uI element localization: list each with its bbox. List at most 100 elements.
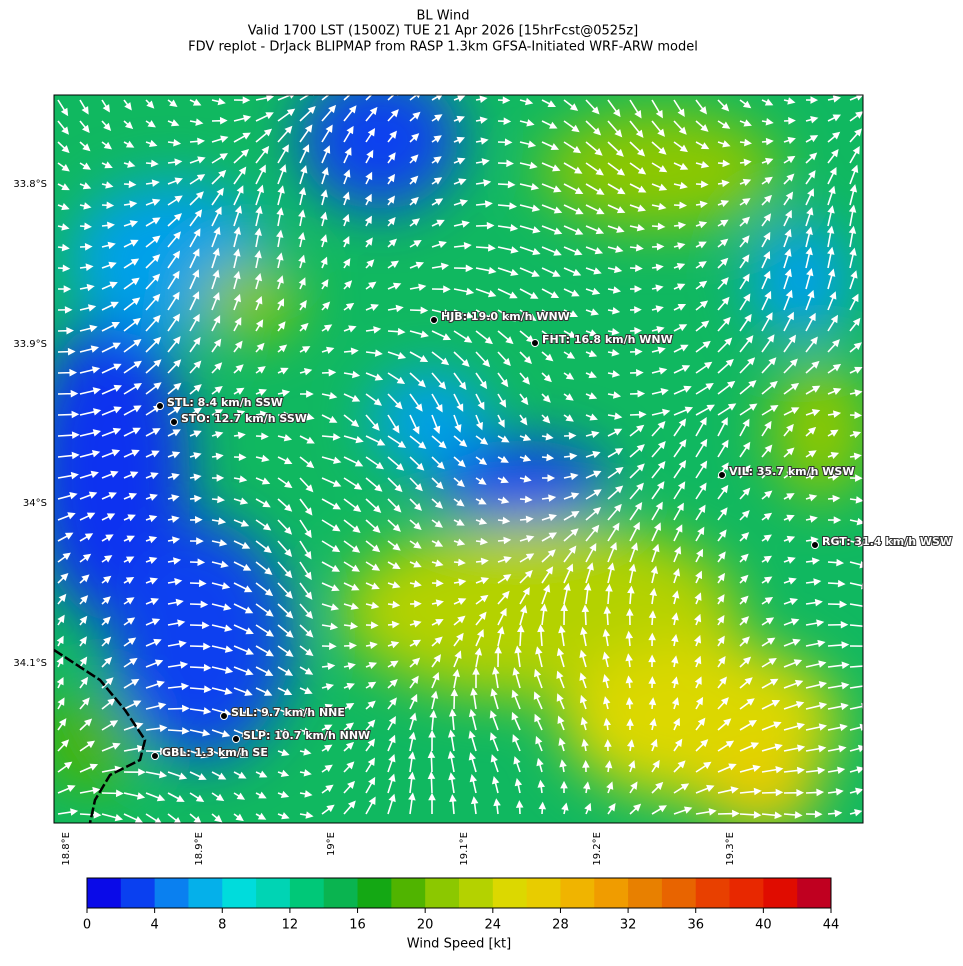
colorbar-swatch — [661, 878, 697, 908]
wind-arrow — [123, 722, 144, 731]
wind-arrow — [497, 309, 516, 322]
wind-arrow — [211, 624, 233, 632]
wind-arrow — [255, 687, 273, 696]
wind-arrow — [189, 174, 206, 185]
wind-arrow — [233, 603, 254, 614]
wind-arrow — [475, 393, 485, 411]
wind-arrow — [453, 309, 474, 319]
wind-arrow — [298, 254, 306, 269]
wind-arrow — [475, 137, 489, 145]
wind-arrow — [563, 351, 576, 359]
wind-arrow — [343, 169, 351, 185]
wind-arrow — [468, 752, 477, 773]
wind-arrow — [739, 99, 752, 109]
wind-arrow — [739, 574, 749, 584]
wind-arrow — [387, 477, 403, 493]
colorbar-tick-label: 12 — [282, 918, 299, 933]
wind-arrow — [519, 553, 535, 563]
wind-arrow — [541, 566, 554, 584]
wind-arrow — [189, 384, 202, 395]
wind-arrow — [563, 472, 579, 481]
wind-arrow — [189, 621, 210, 630]
wind-arrow — [849, 474, 863, 482]
colorbar-swatch — [763, 878, 798, 908]
wind-arrow — [628, 563, 637, 584]
wind-arrow — [233, 340, 243, 353]
wind-arrow — [695, 808, 717, 816]
wind-arrow — [761, 250, 771, 269]
wind-arrow — [453, 157, 466, 165]
station-dot — [718, 471, 726, 479]
wind-arrow — [387, 95, 399, 101]
wind-arrow — [233, 205, 242, 227]
wind-arrow — [475, 116, 488, 124]
wind-arrow — [167, 515, 180, 523]
wind-arrow — [211, 813, 223, 823]
wind-arrow — [648, 654, 656, 668]
wind-arrow — [805, 170, 816, 185]
wind-arrow — [453, 650, 462, 668]
wind-arrow — [79, 120, 90, 133]
wind-arrow — [101, 141, 113, 150]
wind-arrow — [299, 790, 313, 798]
wind-arrow — [607, 245, 624, 253]
wind-arrow — [512, 667, 521, 689]
station-label: RGT: 31.4 km/h WSW — [822, 535, 952, 548]
wind-arrow — [827, 702, 849, 711]
wind-arrow — [57, 512, 76, 521]
lon-label: 19°E — [326, 832, 337, 856]
wind-arrow — [581, 604, 590, 626]
wind-arrow — [123, 813, 144, 823]
wind-arrow — [57, 739, 70, 752]
wind-arrow — [299, 322, 309, 332]
wind-arrow — [629, 204, 646, 212]
wind-arrow — [541, 513, 557, 522]
wind-arrow — [695, 280, 708, 290]
wind-arrow — [101, 406, 122, 416]
wind-arrow — [585, 329, 598, 337]
wind-arrow — [672, 568, 681, 584]
wind-arrow — [497, 288, 518, 299]
wind-arrow — [233, 792, 246, 800]
wind-arrow — [585, 350, 598, 358]
colorbar-tick-label: 8 — [218, 918, 226, 933]
wind-arrow — [604, 739, 612, 752]
wind-arrow — [491, 776, 500, 794]
wind-arrow — [255, 729, 270, 737]
wind-arrow — [342, 191, 350, 206]
wind-arrow — [673, 120, 687, 135]
wind-arrow — [79, 141, 91, 152]
wind-arrow — [827, 788, 844, 796]
wind-arrow — [783, 423, 794, 437]
wind-arrow — [57, 183, 70, 191]
wind-arrow — [211, 206, 222, 227]
wind-arrow — [673, 460, 687, 479]
wind-arrow — [79, 740, 96, 752]
wind-arrow — [541, 330, 556, 341]
wind-arrow — [321, 683, 335, 691]
wind-arrow — [673, 242, 686, 250]
wind-arrow — [431, 672, 440, 689]
wind-arrow — [101, 720, 119, 731]
wind-arrow — [849, 496, 863, 504]
wind-arrow — [145, 638, 162, 647]
wind-arrow — [739, 677, 753, 689]
wind-arrow — [365, 372, 384, 381]
wind-arrow — [167, 451, 181, 459]
wind-arrow — [233, 813, 244, 822]
wind-arrow — [277, 456, 293, 465]
wind-arrow — [277, 728, 291, 736]
wind-arrow — [365, 757, 376, 773]
wind-arrow — [211, 645, 234, 653]
wind-arrow — [827, 620, 849, 629]
wind-arrow — [123, 99, 132, 111]
wind-arrow — [628, 760, 636, 773]
wind-arrow — [582, 781, 591, 794]
wind-arrow — [629, 501, 643, 521]
wind-arrow — [409, 306, 429, 315]
wind-arrow — [189, 685, 212, 693]
wind-arrow — [277, 769, 290, 777]
wind-arrow — [472, 667, 480, 689]
wind-arrow — [431, 414, 441, 435]
